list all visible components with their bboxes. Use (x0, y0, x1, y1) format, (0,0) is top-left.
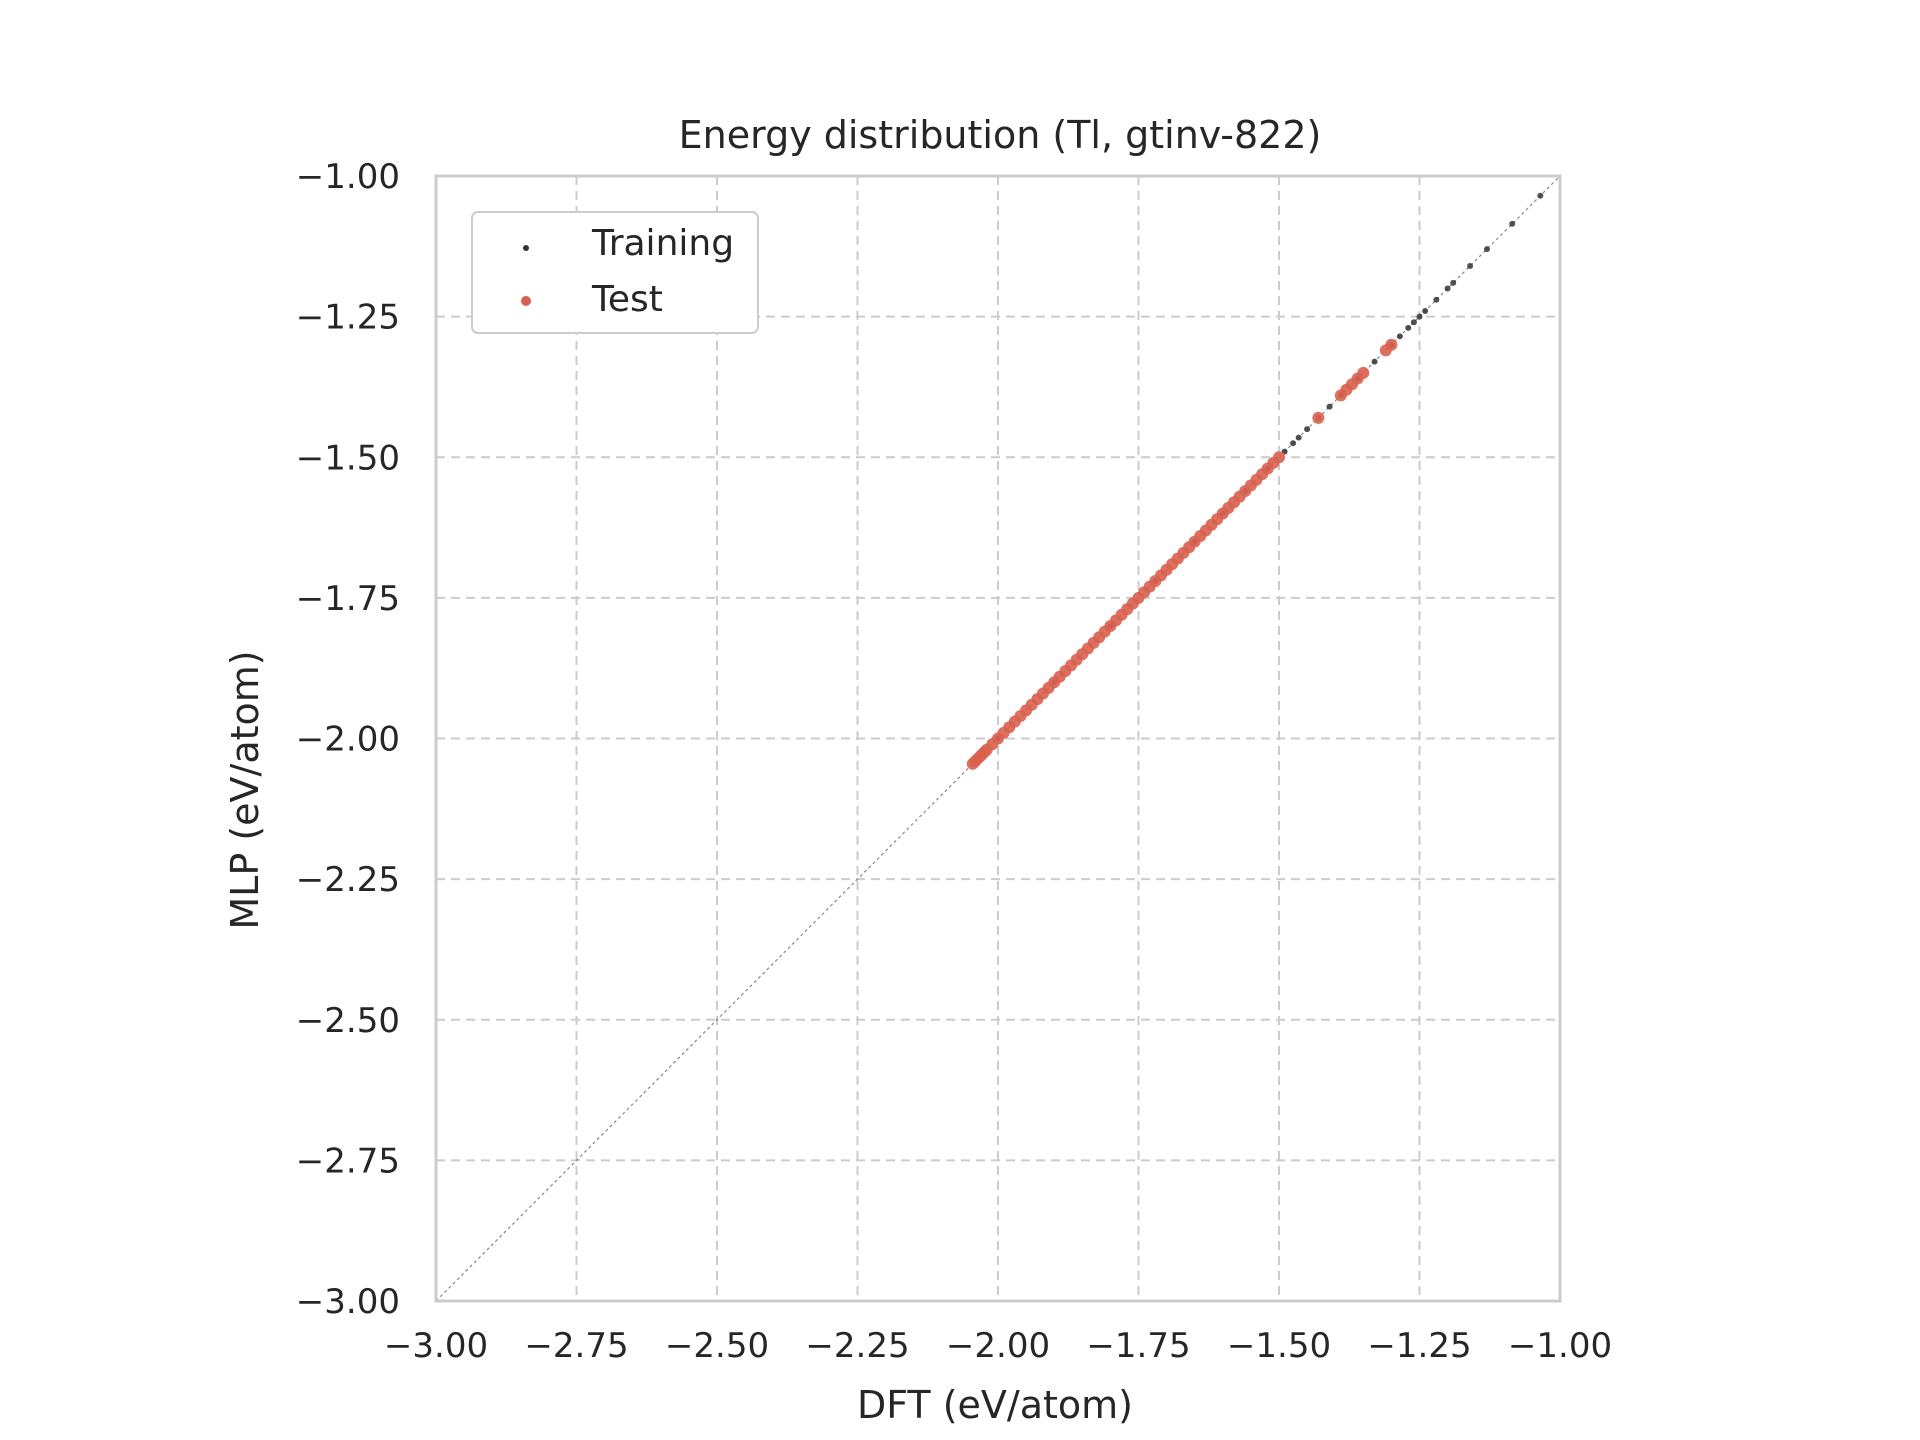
data-point (1405, 324, 1412, 331)
data-point (1326, 403, 1333, 410)
y-tick-label: −1.25 (296, 298, 400, 338)
x-tick-label: −2.00 (946, 1326, 1050, 1366)
data-point (1483, 246, 1490, 253)
plot-frame (434, 174, 1562, 1303)
reference-line-layer (435, 175, 1561, 1302)
y-tick-label: −2.25 (296, 860, 400, 900)
data-point (1433, 296, 1440, 303)
chart-title: Energy distribution (Tl, gtinv-822) (679, 113, 1322, 157)
y-tick-label: −2.75 (296, 1141, 400, 1181)
series-test (966, 338, 1398, 770)
legend-label-training: Training (591, 223, 734, 264)
points-layer (966, 192, 1544, 770)
data-point (1290, 440, 1297, 447)
data-point (1371, 358, 1378, 365)
x-tick-label: −1.50 (1227, 1326, 1331, 1366)
tick-labels: −3.00 −2.75 −2.50 −2.25 −2.00 −1.75 −1.50 −1.25… (296, 157, 1612, 1366)
y-tick-label: −3.00 (296, 1282, 400, 1322)
legend-marker-test (521, 296, 531, 306)
data-point (1467, 263, 1474, 269)
legend-marker-training (523, 245, 529, 251)
reference-line (435, 175, 1561, 1302)
data-point (1357, 366, 1370, 379)
y-tick-label: −1.50 (296, 438, 400, 478)
x-axis-title: DFT (eV/atom) (857, 1383, 1133, 1427)
x-tick-label: −2.50 (665, 1326, 769, 1366)
data-point (1509, 220, 1516, 227)
x-tick-label: −1.25 (1367, 1326, 1471, 1366)
data-point (1416, 313, 1423, 320)
data-point (1295, 434, 1302, 441)
data-point (1422, 308, 1429, 314)
legend-label-test: Test (591, 279, 663, 320)
y-axis-title: MLP (eV/atom) (223, 650, 267, 929)
y-tick-label: −1.00 (296, 157, 400, 197)
x-tick-label: −2.25 (805, 1326, 909, 1366)
data-point (1410, 319, 1417, 326)
x-tick-label: −3.00 (384, 1326, 488, 1366)
data-point (1537, 192, 1544, 199)
x-tick-label: −1.75 (1086, 1326, 1190, 1366)
data-point (1304, 426, 1311, 433)
y-tick-label: −2.00 (296, 720, 400, 760)
data-point (1273, 451, 1285, 464)
y-tick-label: −1.75 (296, 579, 400, 619)
y-tick-label: −2.50 (296, 1001, 400, 1041)
x-tick-label: −1.00 (1508, 1326, 1612, 1366)
data-point (1444, 285, 1451, 292)
x-tick-label: −2.75 (524, 1326, 628, 1366)
data-point (1385, 338, 1398, 351)
data-point (1396, 333, 1403, 340)
legend: Training Test (471, 211, 759, 334)
data-point (1312, 411, 1325, 424)
legend-box (471, 211, 759, 334)
data-point (1450, 279, 1457, 286)
